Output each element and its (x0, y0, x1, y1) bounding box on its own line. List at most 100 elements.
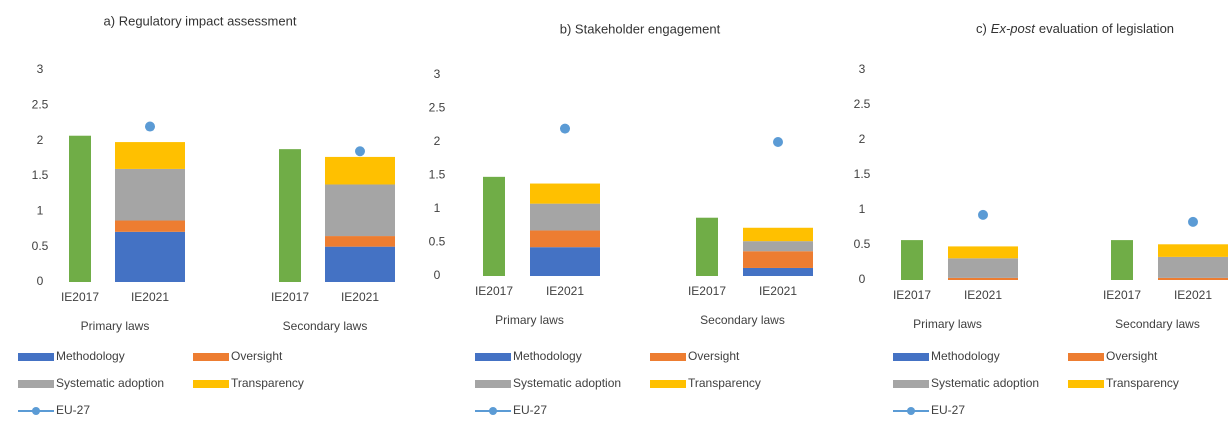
marker-point (355, 146, 365, 157)
x-tick-label: IE2017 (893, 288, 931, 302)
chart-title: c) Ex-post evaluation of legislation (976, 21, 1174, 36)
legend-swatch (193, 380, 229, 388)
bar-segment (1158, 277, 1228, 280)
y-tick-label: 3 (859, 62, 866, 76)
legend-label: Oversight (688, 349, 740, 363)
y-tick-label: 2 (859, 132, 866, 146)
legend-label: Oversight (1106, 349, 1158, 363)
bar-segment (115, 220, 185, 232)
bar-segment (743, 251, 813, 268)
bar (696, 217, 718, 276)
legend-swatch (650, 380, 686, 388)
legend-swatch (650, 353, 686, 361)
x-tick-label: IE2021 (341, 290, 379, 304)
legend-label: Transparency (231, 376, 304, 390)
legend-swatch (18, 353, 54, 361)
bar-segment (743, 267, 813, 276)
x-tick-label: IE2021 (964, 288, 1002, 302)
bar (1111, 240, 1133, 280)
legend-label: Methodology (56, 349, 125, 363)
y-tick-label: 2 (37, 133, 44, 147)
legend-label: EU-27 (931, 403, 965, 417)
x-tick-label: IE2017 (271, 290, 309, 304)
bar-segment (530, 230, 600, 248)
marker-point (978, 209, 988, 220)
bar-segment (325, 184, 395, 237)
bar-segment (743, 241, 813, 252)
y-tick-label: 1.5 (854, 167, 871, 181)
legend-label: Methodology (513, 349, 582, 363)
y-tick-label: 0 (434, 268, 441, 282)
bar-segment (530, 203, 600, 231)
bar (279, 149, 301, 282)
y-tick-label: 1.5 (429, 168, 446, 182)
bar-segment (115, 142, 185, 169)
bar-segment (948, 277, 1018, 280)
x-tick-label: IE2017 (475, 284, 513, 298)
marker-point (145, 121, 155, 132)
y-tick-label: 1 (859, 202, 866, 216)
bar-segment (325, 246, 395, 282)
group-label: Primary laws (495, 313, 564, 327)
x-tick-label: IE2017 (688, 284, 726, 298)
x-tick-label: IE2017 (61, 290, 99, 304)
legend-swatch (475, 353, 511, 361)
bar-segment (1158, 244, 1228, 257)
bar-segment (325, 156, 395, 185)
legend-label: Transparency (688, 376, 761, 390)
y-tick-label: 3 (37, 62, 44, 76)
legend-swatch (1068, 353, 1104, 361)
y-tick-label: 3 (434, 67, 441, 81)
y-tick-label: 2.5 (429, 101, 446, 115)
chart-title: a) Regulatory impact assessment (104, 13, 297, 28)
legend-label: Systematic adoption (931, 376, 1039, 390)
legend-label: Oversight (231, 349, 283, 363)
group-label: Primary laws (81, 319, 150, 333)
title-emphasis: Ex-post (991, 21, 1036, 36)
bar (483, 176, 505, 276)
x-tick-label: IE2021 (1174, 288, 1212, 302)
y-tick-label: 1 (37, 204, 44, 218)
x-tick-label: IE2021 (759, 284, 797, 298)
legend-swatch (893, 353, 929, 361)
bar-segment (948, 258, 1018, 278)
marker-point (560, 123, 570, 134)
legend-label: EU-27 (56, 403, 90, 417)
legend-label: EU-27 (513, 403, 547, 417)
bar (901, 240, 923, 280)
legend-swatch (18, 380, 54, 388)
bar-segment (530, 247, 600, 276)
bar-segment (743, 227, 813, 242)
legend-label: Transparency (1106, 376, 1179, 390)
marker-point (1188, 216, 1198, 227)
y-tick-label: 0.5 (429, 235, 446, 249)
marker-point (773, 137, 783, 147)
x-tick-label: IE2021 (131, 290, 169, 304)
legend-swatch (475, 380, 511, 388)
title-prefix: c) (976, 21, 987, 36)
bar-segment (1158, 256, 1228, 278)
group-label: Secondary laws (700, 313, 785, 327)
group-label: Primary laws (913, 317, 982, 331)
y-tick-label: 0 (37, 274, 44, 288)
legend-dot (907, 407, 915, 415)
bar (69, 135, 91, 282)
bar-segment (325, 236, 395, 247)
y-tick-label: 2 (434, 134, 441, 148)
y-tick-label: 2.5 (32, 98, 49, 112)
group-label: Secondary laws (1115, 317, 1200, 331)
bar-segment (948, 246, 1018, 259)
legend-label: Systematic adoption (56, 376, 164, 390)
y-tick-label: 0 (859, 272, 866, 286)
legend-label: Systematic adoption (513, 376, 621, 390)
legend-swatch (1068, 380, 1104, 388)
legend-dot (32, 407, 40, 415)
x-tick-label: IE2017 (1103, 288, 1141, 302)
title-rest: evaluation of legislation (1039, 21, 1174, 36)
legend-swatch (193, 353, 229, 361)
y-tick-label: 1.5 (32, 168, 49, 182)
legend-swatch (893, 380, 929, 388)
x-tick-label: IE2021 (546, 284, 584, 298)
y-tick-label: 0.5 (854, 237, 871, 251)
